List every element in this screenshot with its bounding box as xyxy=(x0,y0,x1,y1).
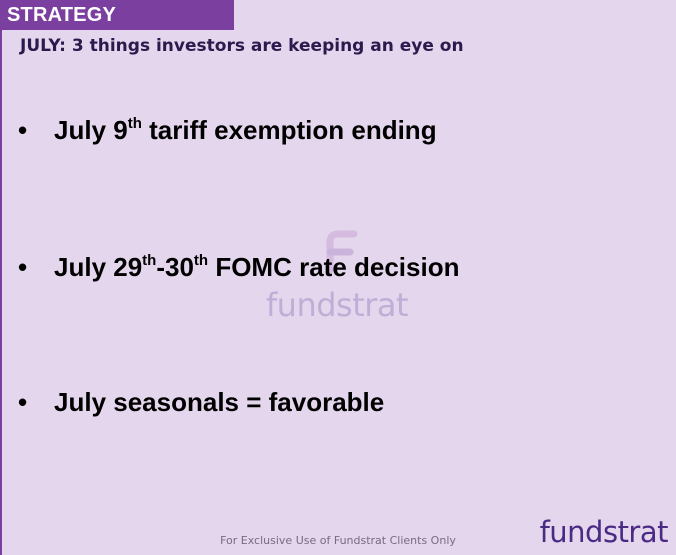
bullet-text: July 29 xyxy=(54,252,143,282)
bullet-marker: • xyxy=(18,387,28,417)
slide-subtitle: JULY: 3 things investors are keeping an … xyxy=(20,36,464,56)
bullet-seasonals: • July seasonals = favorable xyxy=(18,387,384,418)
bullet-text: -30 xyxy=(156,252,194,282)
fundstrat-logo: fundstrat xyxy=(539,515,669,549)
bullet-text: July seasonals = favorable xyxy=(54,387,385,417)
bullet-marker: • xyxy=(18,252,28,282)
bullet-marker: • xyxy=(18,115,28,145)
bullet-text: July 9 xyxy=(54,115,128,145)
bullet-fomc: • July 29th-30th FOMC rate decision xyxy=(18,252,459,283)
section-tag: STRATEGY xyxy=(0,0,234,30)
ordinal-suffix: th xyxy=(142,252,157,269)
bullet-text: tariff exemption ending xyxy=(141,115,437,145)
ordinal-suffix: th xyxy=(193,252,209,269)
bullet-text: FOMC rate decision xyxy=(208,252,460,282)
fundstrat-f-icon xyxy=(326,230,358,274)
ordinal-suffix: th xyxy=(127,115,142,132)
left-accent-rule xyxy=(0,30,2,555)
bullet-tariff: • July 9th tariff exemption ending xyxy=(18,115,437,146)
footer-disclaimer: For Exclusive Use of Fundstrat Clients O… xyxy=(220,534,456,547)
watermark: fundstrat xyxy=(262,228,412,328)
watermark-text: fundstrat xyxy=(265,286,409,324)
